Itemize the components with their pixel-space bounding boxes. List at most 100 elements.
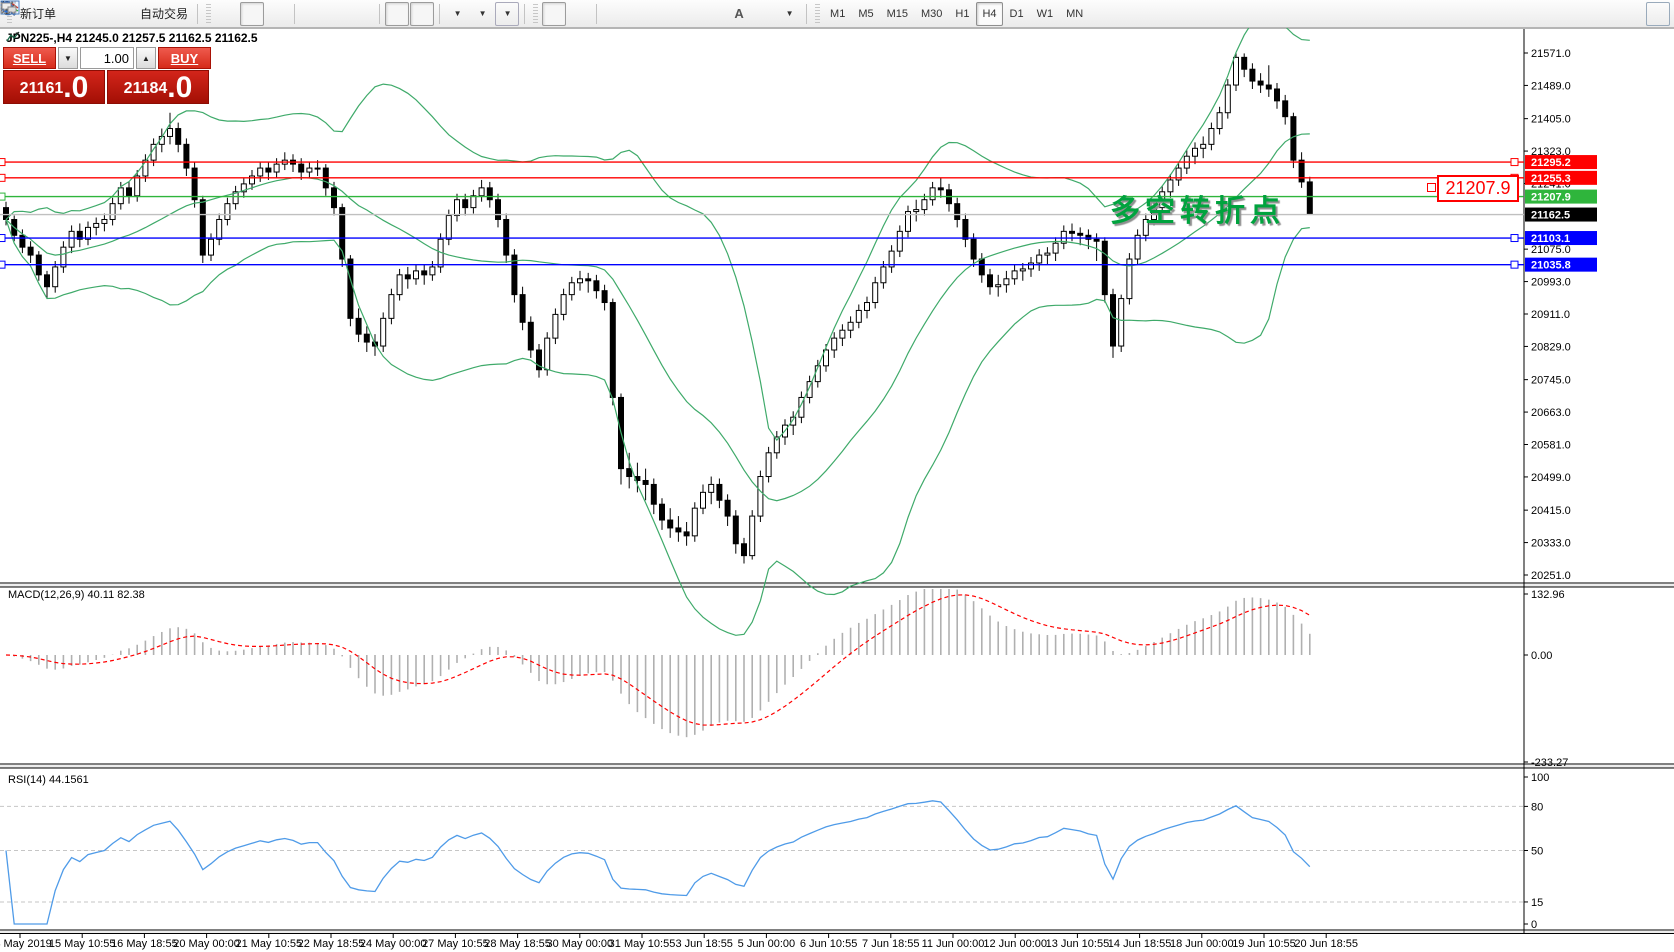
volume-input[interactable]: [80, 47, 134, 69]
indicators-button[interactable]: f ▼: [1, 0, 469, 26]
candle: [1192, 147, 1198, 157]
candle: [954, 203, 961, 220]
volume-decrease-button[interactable]: ▼: [58, 47, 78, 69]
timeframe-m30[interactable]: M30: [921, 7, 943, 20]
candle: [1142, 218, 1149, 236]
candle: [363, 333, 370, 343]
candle: [1224, 84, 1231, 114]
rsi-line: [5, 800, 1311, 925]
macd-axis-label: 0.00: [1531, 650, 1552, 662]
text-button[interactable]: A: [727, 2, 751, 26]
buy-button[interactable]: BUY: [158, 47, 211, 69]
price-badge: [1525, 231, 1597, 246]
cursor-button[interactable]: [3, 1, 567, 26]
eraser-button[interactable]: [2, 2, 85, 26]
candle: [593, 280, 600, 292]
time-axis-label: 31 May 10:55: [609, 938, 676, 950]
candle: [462, 199, 469, 209]
candle: [1003, 278, 1010, 286]
horizontal-line-button[interactable]: [1, 2, 651, 26]
search-button[interactable]: [1, 1, 1645, 26]
sell-button[interactable]: SELL: [3, 47, 56, 69]
candle: [306, 167, 313, 173]
rsi-axis-label: 0: [1531, 919, 1537, 931]
volume-increase-button[interactable]: ▲: [136, 47, 156, 69]
price-tag-handle[interactable]: [1427, 183, 1436, 192]
timeframe-mn[interactable]: MN: [1066, 7, 1084, 20]
candle: [1167, 179, 1174, 193]
line-chart-button[interactable]: [1, 2, 289, 26]
equidistant-channel-button[interactable]: E: [0, 1, 701, 26]
zoom-out-button[interactable]: [1, 1, 349, 26]
candle: [1044, 252, 1051, 256]
arrow-objects-button[interactable]: ▼: [1, 1, 801, 26]
tile-windows-button[interactable]: [0, 1, 374, 26]
candle: [388, 294, 395, 319]
auto-scroll-button[interactable]: [1, 1, 410, 26]
candle: [191, 167, 198, 201]
chart-shift-button[interactable]: [1, 1, 435, 26]
candle: [429, 266, 436, 276]
price-tick-label: 20829.0: [1531, 341, 1571, 353]
candle: [445, 215, 452, 240]
price-tick-label: 20499.0: [1531, 472, 1571, 484]
timeframe-w1[interactable]: W1: [1036, 7, 1054, 20]
toolbar-separator: [197, 3, 199, 24]
timeframe-m5[interactable]: M5: [858, 7, 874, 20]
candle: [298, 163, 305, 173]
buy-price-box[interactable]: 21184.0: [107, 70, 209, 104]
timeframe-h1[interactable]: H1: [955, 7, 970, 20]
sell-price-box[interactable]: 21161.0: [3, 70, 105, 104]
vertical-line-button[interactable]: [5, 1, 626, 26]
zoom-in-button[interactable]: [1, 1, 324, 26]
candle: [905, 211, 911, 232]
timeframe-h4[interactable]: H4: [976, 1, 1003, 26]
candle: [1216, 112, 1223, 130]
text-label-button[interactable]: T: [0, 1, 776, 26]
rsi-axis-label: 50: [1531, 846, 1543, 858]
candle: [1069, 230, 1075, 234]
templates-button[interactable]: ▼: [0, 0, 520, 26]
candle: [708, 483, 715, 493]
crosshair-button[interactable]: [1, 1, 591, 26]
timeframe-m15[interactable]: M15: [886, 7, 908, 20]
chat-button[interactable]: [1, 1, 1670, 26]
price-badge-label: 21295.2: [1531, 157, 1571, 169]
toolbar-separator: [806, 3, 808, 24]
candle: [921, 199, 928, 211]
candle: [741, 543, 747, 557]
bar-chart-button[interactable]: [1, 2, 239, 26]
new-order-button[interactable]: 新订单: [1, 0, 60, 26]
time-axis-label: 20 Jun 18:55: [1294, 938, 1358, 950]
chart-annotation-text[interactable]: 多空转折点: [1110, 195, 1285, 228]
macd-signal-line: [5, 594, 1311, 726]
candle: [224, 203, 231, 220]
price-tag-label[interactable]: 21207.9: [1437, 175, 1519, 202]
candle: [1052, 242, 1059, 254]
candle: [937, 187, 944, 191]
timeframe-d1[interactable]: D1: [1009, 7, 1024, 20]
candle: [700, 491, 706, 509]
periods-button[interactable]: ▼: [0, 0, 494, 26]
time-axis-label: 28 May 18:55: [484, 938, 551, 950]
candle: [577, 278, 583, 284]
signal-button[interactable]: [1, 2, 135, 26]
candle: [404, 274, 411, 280]
profile-button[interactable]: [1, 1, 110, 26]
buy-price-pip: .0: [167, 71, 193, 104]
candle: [167, 128, 173, 137]
timeframe-m1[interactable]: M1: [830, 7, 846, 20]
candle: [413, 270, 419, 280]
fibonacci-button[interactable]: F: [1, 2, 726, 26]
candlestick-chart-button[interactable]: [1, 1, 265, 26]
candle: [823, 349, 829, 367]
candle: [1060, 230, 1067, 244]
trendline-button[interactable]: [1, 1, 676, 26]
bollinger-lower: [5, 219, 1310, 636]
candle: [732, 515, 739, 545]
auto-trading-button[interactable]: 自动交易: [2, 2, 192, 26]
candle: [1257, 80, 1264, 86]
candle: [1274, 88, 1280, 102]
candle: [486, 187, 493, 201]
